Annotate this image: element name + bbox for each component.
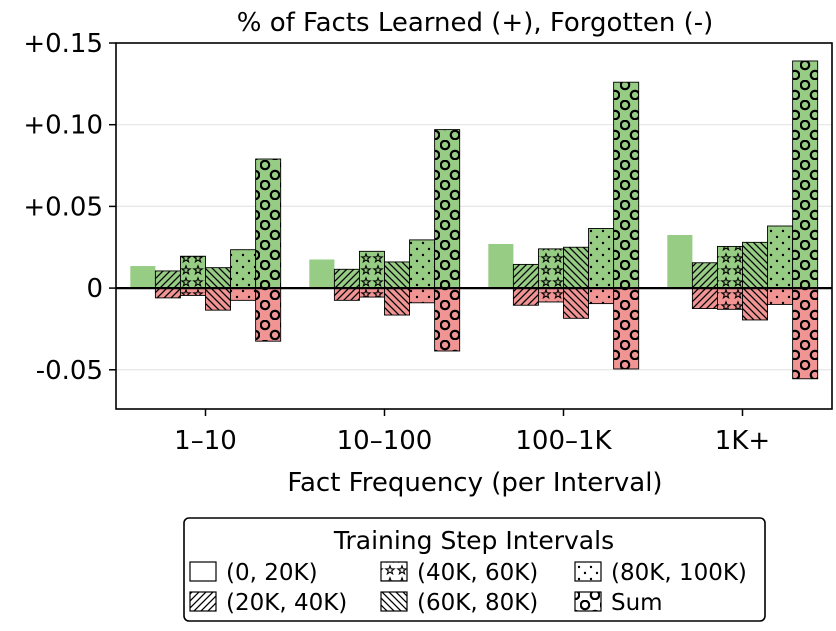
legend-label: (0, 20K)	[226, 560, 318, 586]
legend-label: (60K, 80K)	[417, 590, 538, 616]
bar-learned-10–100-(60K, 80K)-hatch	[384, 261, 410, 289]
bars	[130, 60, 819, 380]
bar-learned-100–1K-(80K, 100K)-hatch	[588, 228, 614, 289]
bar-forgotten-100–1K-(40K, 60K)-hatch	[538, 288, 564, 302]
y-gridlines	[116, 42, 832, 371]
y-axis: +0.15 +0.10 +0.05 0 -0.05	[23, 29, 116, 386]
bar-forgotten-10–100-(80K, 100K)-hatch	[409, 288, 435, 303]
bar-learned-10–100-(80K, 100K)-hatch	[409, 239, 435, 289]
legend-swatch-hatch	[381, 592, 407, 611]
bar-forgotten-100–1K-Sum-hatch	[613, 288, 639, 369]
bar-forgotten-1K+-Sum-hatch	[792, 288, 818, 379]
bar-learned-1K+-(40K, 60K)-hatch	[717, 246, 743, 289]
x-tick-label: 1–10	[174, 426, 237, 456]
bar-learned-100–1K-(0, 20K)	[488, 243, 514, 289]
legend-item: (40K, 60K)	[380, 560, 538, 586]
legend-label: (40K, 60K)	[417, 560, 538, 586]
y-tick-label: 0	[86, 274, 103, 304]
bar-learned-10–100-(20K, 40K)-hatch	[334, 269, 360, 289]
bar-learned-1K+-(80K, 100K)-hatch	[767, 226, 793, 289]
bar-learned-1–10-(80K, 100K)-hatch	[230, 249, 256, 289]
bar-learned-1K+-(60K, 80K)-hatch	[742, 242, 768, 289]
y-tick-label: +0.15	[23, 29, 103, 59]
bar-forgotten-1K+-(40K, 60K)-hatch	[717, 288, 743, 310]
legend-swatch-hatch	[575, 592, 601, 611]
bar-forgotten-10–100-Sum-hatch	[434, 288, 460, 351]
y-tick-label: +0.05	[23, 192, 103, 222]
legend-items: (0, 20K) (20K, 40K) (40K, 60K) (60K, 80K) (8…	[189, 560, 747, 616]
legend-item: Sum	[574, 590, 663, 616]
bar-learned-1K+-Sum-hatch	[792, 60, 818, 289]
plot-area	[115, 42, 833, 410]
legend-item: (60K, 80K)	[380, 590, 538, 616]
bar-learned-10–100-(0, 20K)	[309, 259, 335, 289]
bar-learned-100–1K-(60K, 80K)-hatch	[563, 247, 589, 289]
legend-label: (80K, 100K)	[611, 560, 747, 586]
bar-forgotten-100–1K-(20K, 40K)-hatch	[513, 288, 539, 306]
legend-swatch-hatch	[190, 592, 216, 611]
bar-forgotten-1–10-(40K, 60K)-hatch	[180, 288, 206, 296]
legend-item: (20K, 40K)	[189, 590, 347, 616]
bar-forgotten-10–100-(20K, 40K)-hatch	[334, 288, 360, 301]
y-tick-label: +0.10	[23, 111, 103, 141]
x-tick-label: 1K+	[715, 426, 770, 456]
bar-learned-100–1K-Sum-hatch	[613, 82, 639, 289]
bar-forgotten-1K+-(80K, 100K)-hatch	[767, 288, 793, 305]
bar-learned-100–1K-(40K, 60K)-hatch	[538, 248, 564, 289]
legend-swatch	[189, 561, 217, 582]
legend-swatch-hatch	[381, 562, 407, 581]
legend-item: (0, 20K)	[189, 560, 318, 586]
bar-learned-1–10-(60K, 80K)-hatch	[205, 267, 231, 289]
bar-forgotten-1K+-(60K, 80K)-hatch	[742, 288, 768, 320]
x-tick-label: 100–1K	[515, 426, 612, 456]
bar-learned-1–10-Sum-hatch	[255, 159, 281, 289]
chart-title: % of Facts Learned (+), Forgotten (-)	[237, 8, 714, 38]
bar-learned-1K+-(20K, 40K)-hatch	[692, 262, 718, 289]
bar-forgotten-1–10-Sum-hatch	[255, 288, 281, 342]
legend-frame	[183, 517, 766, 622]
bar-learned-10–100-Sum-hatch	[434, 129, 460, 289]
legend-swatch-hatch	[575, 562, 601, 581]
legend-label: Sum	[611, 590, 663, 616]
bar-learned-100–1K-(20K, 40K)-hatch	[513, 264, 539, 289]
x-axis-label: Fact Frequency (per Interval)	[287, 468, 662, 498]
bar-forgotten-1K+-(20K, 40K)-hatch	[692, 288, 718, 309]
x-axis: 1–10 10–100 100–1K 1K+	[174, 409, 770, 456]
bar-learned-1–10-(20K, 40K)-hatch	[155, 270, 181, 289]
bar-forgotten-1–10-(60K, 80K)-hatch	[205, 288, 231, 311]
bar-forgotten-1–10-(80K, 100K)-hatch	[230, 288, 256, 301]
x-tick-label: 10–100	[337, 426, 433, 456]
bar-learned-10–100-(40K, 60K)-hatch	[359, 251, 385, 289]
bar-forgotten-1–10-(20K, 40K)-hatch	[155, 288, 181, 298]
bar-learned-1–10-(0, 20K)	[130, 266, 156, 289]
bar-learned-1–10-(40K, 60K)-hatch	[180, 256, 206, 289]
bar-learned-1K+-(0, 20K)	[667, 234, 693, 289]
legend-label: (20K, 40K)	[226, 590, 347, 616]
legend-item: (80K, 100K)	[574, 560, 747, 586]
legend-title: Training Step Intervals	[333, 526, 614, 555]
y-tick-label: -0.05	[36, 356, 103, 386]
bar-forgotten-100–1K-(80K, 100K)-hatch	[588, 288, 614, 304]
legend: Training Step Intervals (0, 20K) (20K, 40…	[183, 517, 766, 622]
bar-forgotten-10–100-(40K, 60K)-hatch	[359, 288, 385, 298]
bar-forgotten-10–100-(60K, 80K)-hatch	[384, 288, 410, 316]
bar-forgotten-100–1K-(60K, 80K)-hatch	[563, 288, 589, 319]
